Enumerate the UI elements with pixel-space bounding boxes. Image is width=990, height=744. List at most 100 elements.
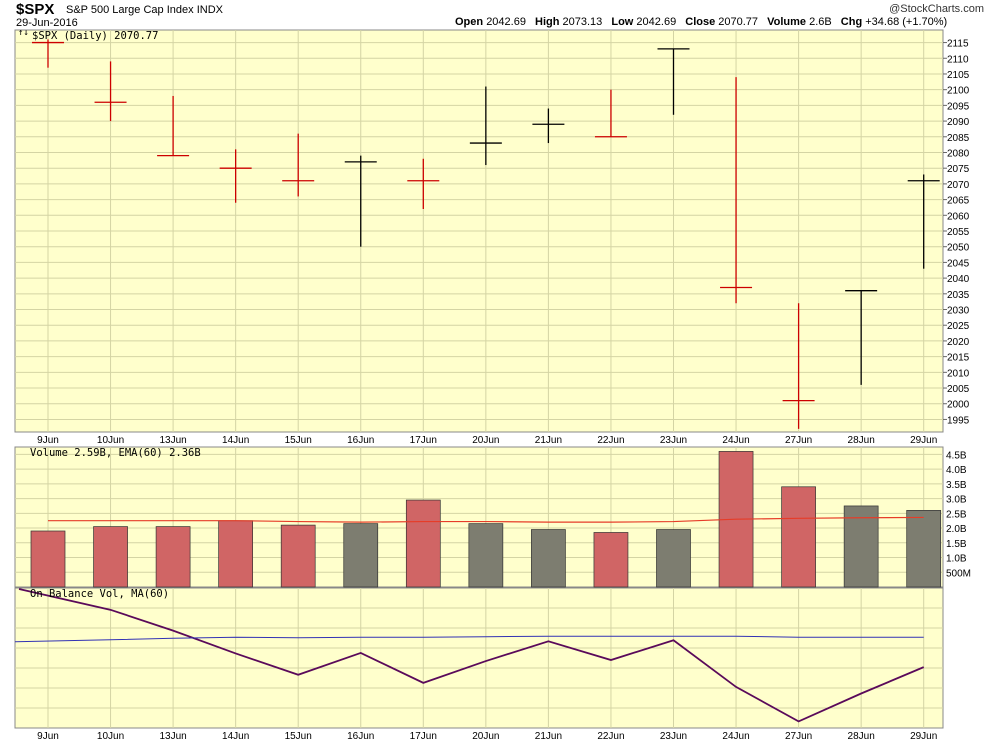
x-tick-label: 16Jun	[347, 435, 374, 446]
price-tick-label: 2005	[947, 384, 970, 395]
price-tick-label: 2075	[947, 164, 970, 175]
price-tick-label: 2040	[947, 274, 970, 285]
x-tick-label: 29Jun	[910, 731, 937, 742]
volume-tick-label: 2.0B	[946, 524, 967, 535]
x-tick-label: 13Jun	[159, 435, 186, 446]
volume-bar	[280, 524, 316, 588]
x-tick-label: 22Jun	[597, 435, 624, 446]
x-tick-label: 20Jun	[472, 435, 499, 446]
price-tick-label: 2070	[947, 180, 970, 191]
index-full-name: S&P 500 Large Cap Index	[66, 4, 194, 16]
volume-bar	[218, 520, 253, 588]
price-tick-label: 2000	[947, 400, 970, 411]
low-value: 2042.69	[636, 16, 677, 28]
price-tick-label: 2105	[947, 70, 970, 81]
volume-tick-label: 4.5B	[946, 450, 967, 461]
volume-tick-label: 500M	[946, 568, 971, 579]
x-tick-label: 17Jun	[410, 435, 437, 446]
volume-bar	[843, 505, 879, 588]
price-tick-label: 2020	[947, 337, 970, 348]
x-tick-label: 10Jun	[97, 435, 124, 446]
high-label: High	[535, 16, 560, 28]
x-tick-label: 23Jun	[660, 435, 687, 446]
volume-bar	[405, 499, 441, 588]
x-tick-label: 9Jun	[37, 731, 59, 742]
x-tick-label: 14Jun	[222, 435, 249, 446]
volume-bar	[593, 532, 629, 588]
price-tick-label: 2095	[947, 101, 970, 112]
volume-bar	[781, 486, 816, 588]
x-tick-label: 10Jun	[97, 731, 124, 742]
x-tick-label: 28Jun	[848, 435, 875, 446]
volume-panel-label: Volume 2.59B, EMA(60) 2.36B	[30, 447, 201, 459]
price-tick-label: 2010	[947, 368, 970, 379]
x-tick-label: 20Jun	[472, 731, 499, 742]
x-tick-label: 23Jun	[660, 731, 687, 742]
high-value: 2073.13	[562, 16, 603, 28]
x-tick-label: 13Jun	[159, 731, 186, 742]
price-tick-label: 2080	[947, 148, 970, 159]
volume-bar	[656, 529, 691, 588]
chart-type-icon[interactable]: ↑↓	[18, 28, 29, 38]
x-tick-label: 21Jun	[535, 731, 562, 742]
volume-bar	[30, 530, 66, 588]
x-tick-label: 29Jun	[910, 435, 937, 446]
volume-bar	[468, 523, 504, 588]
close-value: 2070.77	[718, 16, 759, 28]
open-label: Open	[455, 16, 484, 28]
obv-ma-line	[14, 635, 924, 643]
price-tick-label: 1995	[947, 415, 970, 426]
x-tick-label: 28Jun	[848, 731, 875, 742]
stockcharts-credit[interactable]: @StockCharts.com	[889, 3, 984, 15]
x-tick-label: 27Jun	[785, 435, 812, 446]
chart-date: 29-Jun-2016	[16, 17, 78, 29]
x-tick-label: 24Jun	[722, 435, 749, 446]
price-tick-label: 2110	[947, 54, 969, 65]
volume-bar	[93, 526, 128, 588]
x-tick-label: 15Jun	[285, 435, 312, 446]
price-tick-label: 2085	[947, 133, 970, 144]
volume-bar	[155, 526, 191, 588]
volume-tick-label: 1.0B	[946, 554, 967, 565]
price-tick-label: 2060	[947, 211, 970, 222]
volume-tick-label: 3.0B	[946, 495, 967, 506]
ohlc-summary: Open 2042.69 High 2073.13 Low 2042.69 Cl…	[455, 16, 947, 28]
price-panel-label: $SPX (Daily) 2070.77	[32, 30, 159, 42]
price-tick-label: 2035	[947, 290, 970, 301]
price-tick-label: 2055	[947, 227, 970, 238]
volume-tick-label: 1.5B	[946, 539, 967, 550]
volume-tick-label: 3.5B	[946, 480, 967, 491]
x-tick-label: 9Jun	[37, 435, 59, 446]
close-label: Close	[685, 16, 716, 28]
open-value: 2042.69	[486, 16, 526, 28]
price-tick-label: 2045	[947, 258, 970, 269]
obv-panel-label: On Balance Vol, MA(60)	[30, 588, 170, 600]
x-tick-label: 22Jun	[597, 731, 624, 742]
symbol-title: $SPX	[16, 1, 55, 18]
x-tick-label: 24Jun	[722, 731, 749, 742]
exchange-code: INDX	[196, 4, 223, 16]
price-tick-label: 2015	[947, 353, 970, 364]
volume-bar	[343, 523, 379, 588]
volume-label: Volume	[767, 16, 807, 28]
x-tick-label: 16Jun	[347, 731, 374, 742]
volume-value: 2.6B	[809, 16, 832, 28]
x-tick-label: 21Jun	[535, 435, 562, 446]
price-tick-label: 2065	[947, 196, 970, 207]
price-tick-label: 2025	[947, 321, 970, 332]
obv-panel	[14, 587, 944, 729]
volume-bar	[531, 529, 566, 588]
chg-label: Chg	[840, 16, 863, 28]
x-tick-label: 17Jun	[410, 731, 437, 742]
price-tick-label: 2115	[947, 39, 969, 50]
x-tick-label: 15Jun	[285, 731, 312, 742]
low-label: Low	[611, 16, 634, 28]
price-tick-label: 2100	[947, 86, 970, 97]
volume-bar	[906, 510, 942, 588]
volume-tick-label: 4.0B	[946, 465, 967, 476]
chg-value: +34.68 (+1.70%)	[865, 16, 948, 28]
price-tick-label: 2050	[947, 243, 970, 254]
price-tick-label: 2030	[947, 306, 970, 317]
